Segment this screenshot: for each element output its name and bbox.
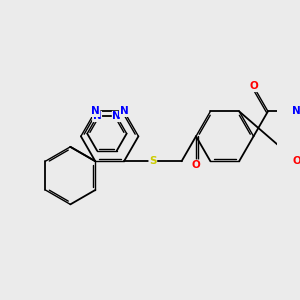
Text: O: O [292, 156, 300, 166]
Text: N: N [292, 106, 300, 116]
Text: O: O [249, 82, 258, 92]
Text: O: O [192, 160, 200, 170]
Text: N: N [112, 112, 121, 122]
Text: S: S [149, 156, 157, 166]
Text: N: N [91, 106, 100, 116]
Text: N: N [93, 112, 101, 122]
Text: N: N [120, 106, 128, 116]
